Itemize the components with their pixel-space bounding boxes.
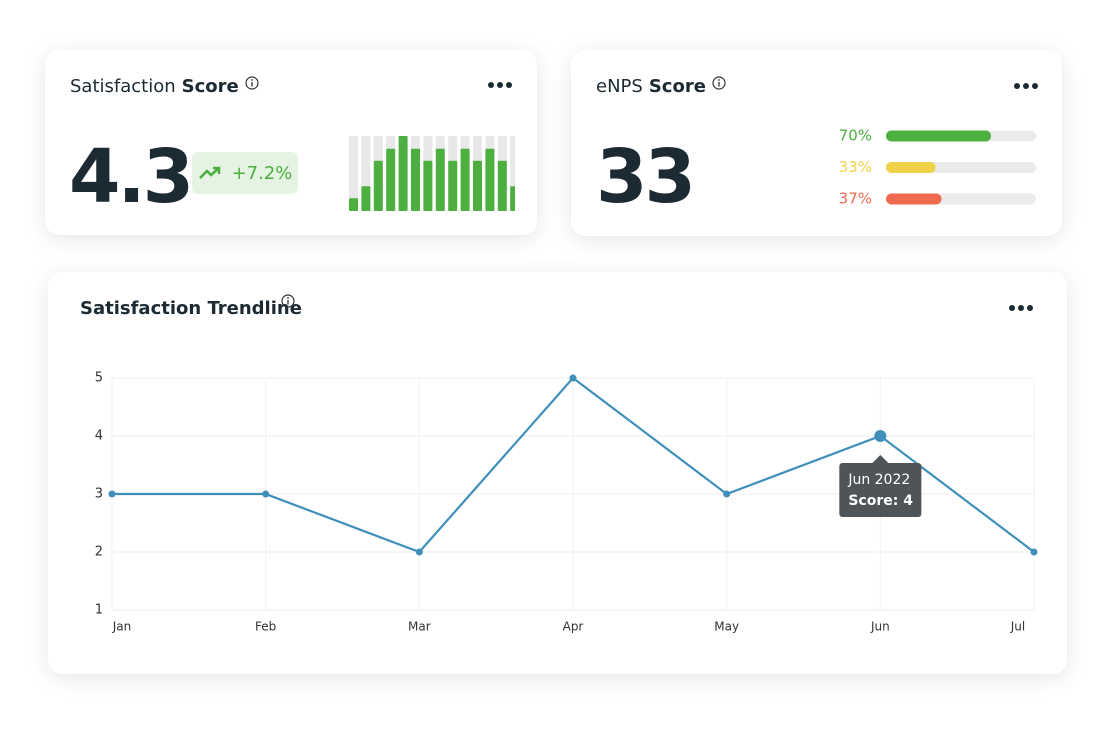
x-tick-label: Mar	[408, 620, 431, 634]
point	[723, 490, 731, 498]
bar-track	[349, 136, 358, 211]
bar	[473, 160, 482, 211]
tooltip-title: Jun 2022	[847, 472, 910, 488]
x-tick-label: Jul	[1010, 620, 1025, 634]
score-value: 4.3	[69, 134, 194, 220]
enps-card: eNPS Score 33 70% 33% 37%	[571, 50, 1062, 236]
point	[262, 490, 270, 498]
card-title: Satisfaction Score	[70, 76, 259, 97]
bar	[398, 136, 408, 211]
bar	[886, 130, 991, 142]
y-tick-label: 1	[95, 603, 103, 618]
bar	[423, 160, 433, 211]
title-text: eNPS	[596, 76, 643, 97]
info-icon[interactable]	[712, 76, 726, 90]
y-tick-label: 5	[95, 371, 103, 386]
trend-chart: Satisfaction Trendline 1 2 3 4 5 Jan Feb Mar Apr…	[80, 294, 1038, 634]
trend-icon	[198, 166, 220, 179]
bar	[497, 160, 507, 211]
bar	[386, 148, 396, 211]
enps-value: 33	[596, 134, 696, 220]
point	[415, 548, 423, 556]
tooltip-box	[839, 455, 922, 517]
point	[1030, 548, 1038, 556]
bar	[886, 193, 942, 205]
title-text: Satisfaction	[70, 76, 176, 97]
bar	[349, 198, 358, 211]
x-tick-label: Jan	[112, 620, 132, 634]
x-tick-label: Feb	[255, 620, 276, 634]
info-icon[interactable]	[281, 294, 295, 308]
menu-dots[interactable]	[1009, 305, 1033, 311]
point	[108, 490, 116, 498]
bar	[411, 148, 420, 211]
tooltip-text: Score: 4	[848, 493, 913, 509]
enps-bars: 70% 33% 37%	[839, 127, 1036, 208]
change-badge: +7.2%	[192, 152, 298, 194]
x-tick-label: Apr	[563, 620, 584, 634]
bar	[886, 162, 936, 173]
change-text: +7.2%	[231, 162, 293, 184]
trend-card: Satisfaction Trendline 1 2 3 4 5 Jan Feb Mar Apr…	[48, 272, 1067, 674]
x-tick-label: May	[714, 620, 739, 634]
menu-dots[interactable]	[1014, 82, 1038, 90]
point	[569, 374, 577, 382]
y-tick-label: 2	[95, 545, 103, 560]
bar-label: 37%	[839, 190, 872, 208]
info-icon[interactable]	[245, 76, 259, 90]
y-tick-label: 4	[95, 429, 103, 444]
mini-bar-chart	[349, 136, 515, 211]
bar	[485, 148, 495, 211]
title-bold: Score	[648, 76, 706, 97]
bar	[448, 160, 458, 211]
y-tick-label: 3	[95, 487, 103, 502]
bar	[510, 186, 515, 211]
bar	[361, 186, 371, 211]
score-card: Satisfaction Score 4.3 +7.2%	[45, 50, 537, 235]
chart-title: Satisfaction Trendline	[80, 298, 302, 319]
bar-label: 70%	[839, 127, 872, 145]
card-title: eNPS Score	[596, 76, 726, 97]
title-bold: Score	[181, 76, 239, 97]
bar	[435, 148, 445, 211]
bar	[373, 160, 383, 211]
bar-label: 33%	[839, 158, 872, 176]
bar	[460, 148, 470, 211]
menu-dots[interactable]	[488, 81, 512, 89]
point	[874, 430, 887, 442]
x-tick-label: Jun	[870, 620, 890, 634]
